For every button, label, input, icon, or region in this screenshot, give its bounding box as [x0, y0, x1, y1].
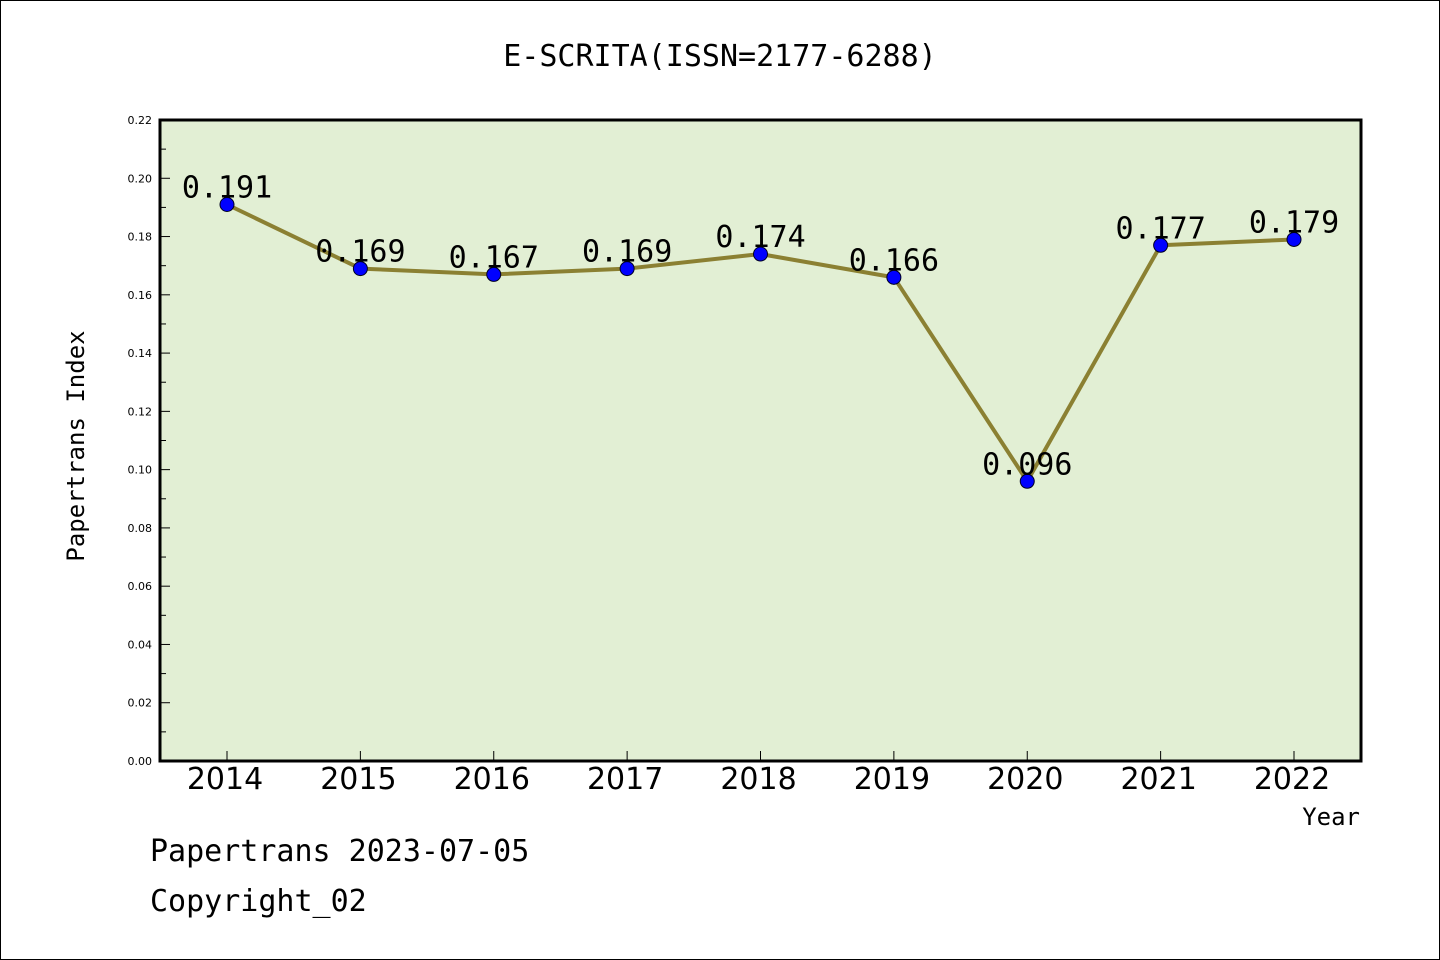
data-label: 0.179 — [1249, 205, 1339, 240]
footer-date: Papertrans 2023-07-05 — [150, 834, 530, 869]
y-tick-label: 0.14 — [128, 347, 153, 360]
y-tick-label: 0.04 — [128, 638, 153, 651]
x-tick-label: 2022 — [1254, 762, 1330, 797]
data-point — [1019, 473, 1035, 489]
data-label: 0.191 — [182, 170, 272, 205]
data-point — [486, 266, 502, 282]
data-point — [619, 261, 635, 277]
x-tick-label: 2014 — [187, 762, 263, 797]
data-label: 0.169 — [315, 235, 405, 270]
x-tick-label: 2018 — [720, 762, 796, 797]
y-tick-label: 0.12 — [128, 405, 153, 418]
y-tick-label: 0.02 — [128, 697, 153, 710]
y-tick-label: 0.10 — [128, 464, 153, 477]
y-tick-label: 0.06 — [128, 580, 153, 593]
x-tick-label: 2016 — [454, 762, 530, 797]
data-labels: 0.191 0.169 0.167 0.169 0.174 0.166 0.096 0.177… — [182, 170, 1339, 482]
x-tick-label: 2020 — [987, 762, 1063, 797]
y-tick-label: 0.18 — [128, 231, 153, 244]
data-label: 0.169 — [582, 235, 672, 270]
data-point — [219, 196, 235, 212]
data-point — [886, 269, 902, 285]
x-axis-label: Year — [1302, 803, 1360, 831]
data-label: 0.177 — [1115, 211, 1205, 246]
data-label: 0.096 — [982, 447, 1072, 482]
y-tick-label: 0.22 — [128, 114, 153, 127]
x-tick-label: 2019 — [854, 762, 930, 797]
data-label: 0.166 — [849, 243, 939, 278]
data-point — [1153, 237, 1169, 253]
x-tick-label: 2021 — [1120, 762, 1196, 797]
data-point — [352, 261, 368, 277]
data-point — [753, 246, 768, 262]
data-label: 0.167 — [449, 240, 539, 275]
y-axis-ticks: 0.00 0.02 0.04 0.06 0.08 0.10 0.12 0.14 0.16 0.18… — [128, 114, 170, 768]
plot-border — [158, 118, 1363, 763]
y-tick-label: 0.20 — [128, 172, 153, 185]
data-label: 0.174 — [715, 220, 805, 255]
x-tick-label: 2015 — [320, 762, 396, 797]
chart-title: E-SCRITA(ISSN=2177-6288) — [503, 39, 936, 74]
data-point — [1286, 231, 1302, 247]
data-markers — [219, 196, 1302, 489]
footer-copyright: Copyright_02 — [150, 884, 367, 919]
y-tick-label: 0.16 — [128, 289, 153, 302]
y-axis-label: Papertrans Index — [62, 330, 90, 561]
x-tick-label: 2017 — [587, 762, 663, 797]
y-tick-label: 0.00 — [128, 755, 153, 768]
y-tick-label: 0.08 — [128, 522, 153, 535]
plot-area — [160, 120, 1361, 761]
x-axis-ticks: 2014 2015 2016 2017 2018 2019 2020 2021 2022 — [187, 751, 1330, 797]
